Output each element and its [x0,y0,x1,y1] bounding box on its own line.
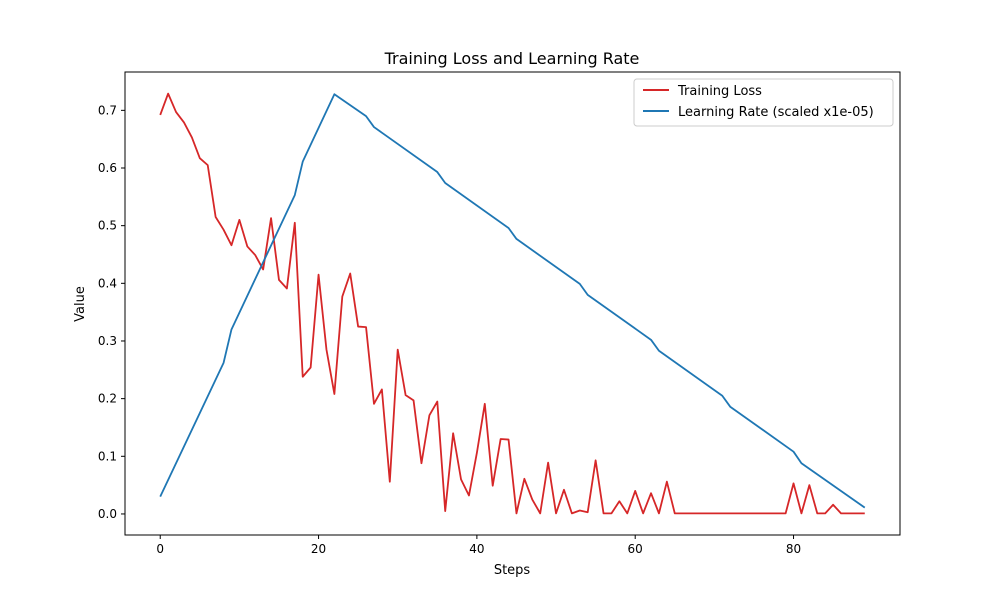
y-tick-label: 0.5 [98,219,117,233]
chart-title: Training Loss and Learning Rate [384,49,640,68]
x-tick-label: 60 [628,542,643,556]
legend-label-training-loss: Training Loss [677,84,762,99]
x-tick-label: 0 [156,542,164,556]
plot-frame [124,71,901,536]
x-tick-label: 40 [469,542,484,556]
axis-ticks: 0 20 40 60 80 0.0 0.1 0.2 0.3 0.4 0.5 0.6 0.7 [98,103,801,556]
x-tick-label: 80 [786,542,801,556]
series-line-learning-rate-scaled-x1e-05 [159,93,866,509]
legend-box [633,78,894,127]
series-line-training-loss [159,92,865,515]
y-axis-label: Value [73,286,88,322]
x-tick-label: 20 [311,542,326,556]
y-tick-label: 0.3 [98,334,117,348]
legend-label-learning-rate: Learning Rate (scaled x1e-05) [678,105,874,120]
x-axis-label: Steps [494,563,531,578]
y-tick-label: 0.1 [98,449,117,463]
series-lines [159,92,866,515]
y-tick-label: 0.6 [98,161,117,175]
y-tick-label: 0.2 [98,392,117,406]
plot-area [125,72,900,535]
legend: Training Loss Learning Rate (scaled x1e-… [633,78,894,127]
y-tick-label: 0.0 [98,507,117,521]
y-tick-label: 0.4 [98,276,117,290]
y-tick-label: 0.7 [98,103,117,117]
